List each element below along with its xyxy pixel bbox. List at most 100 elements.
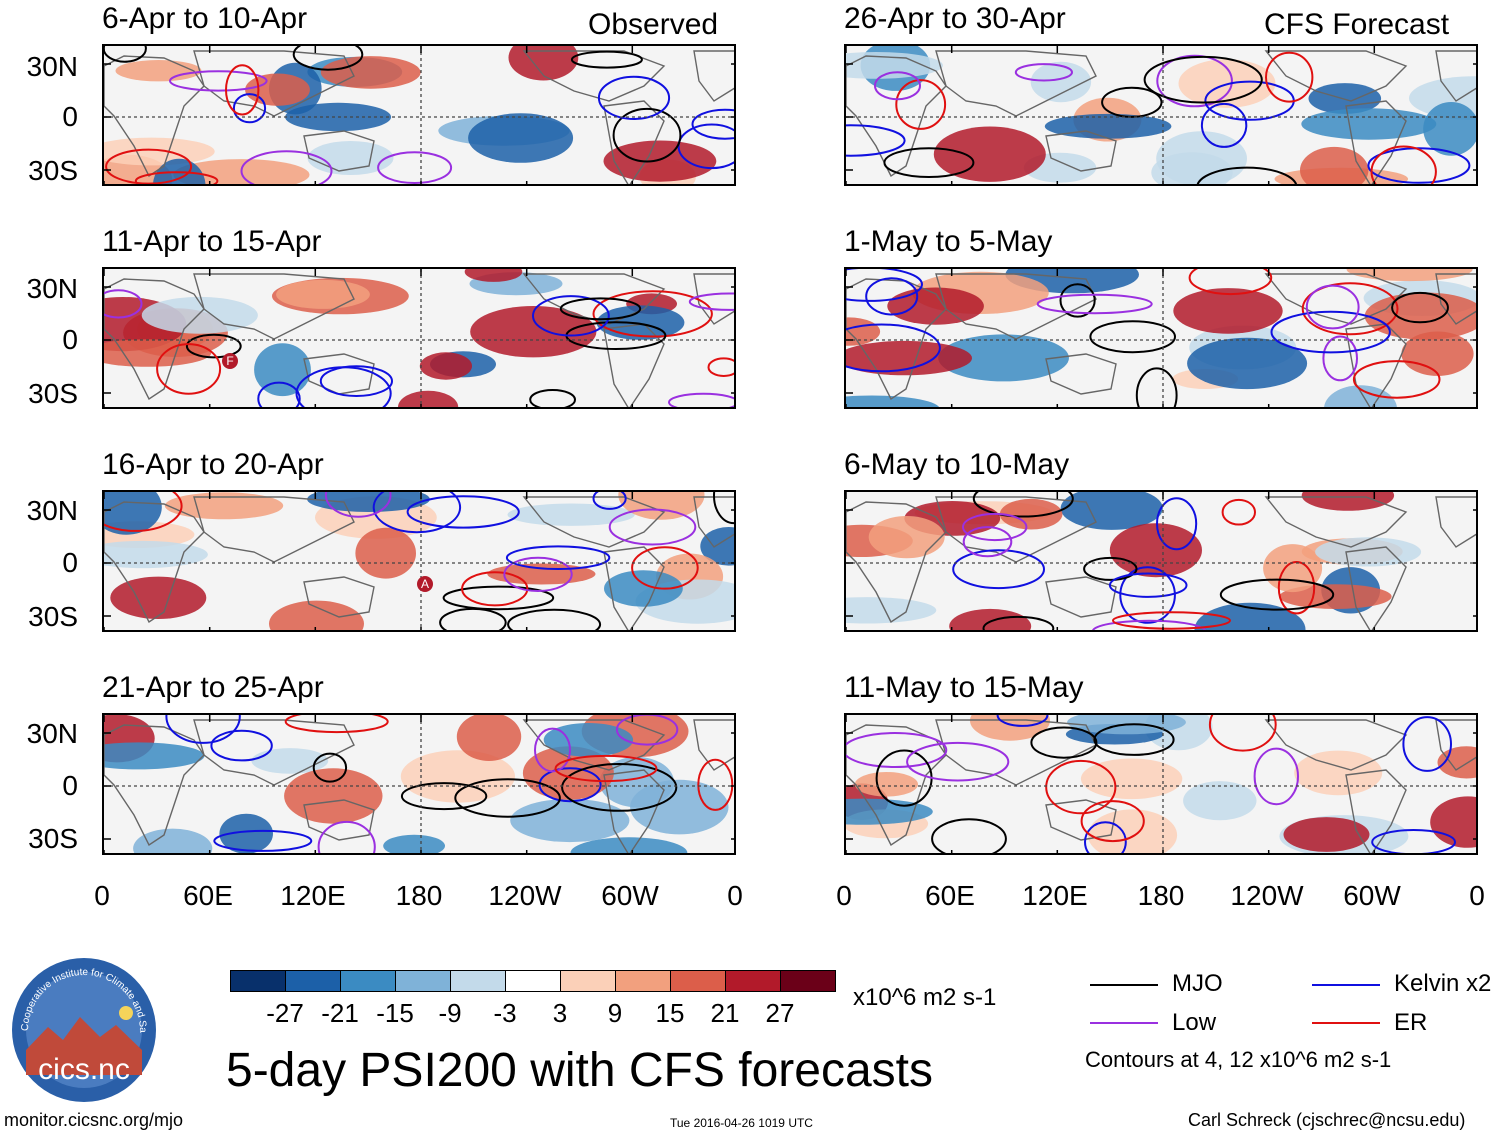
legend-line-mjo [1090,984,1158,986]
anomaly-shading [110,576,207,619]
coastline [935,719,1097,786]
anomaly-shading [245,73,310,106]
legend-line-low [1090,1022,1158,1024]
anomaly-contour [377,151,453,184]
panel-title-5: 26-Apr to 30-Apr [844,2,1066,35]
anomaly-contour [668,392,734,407]
anomaly-shading [104,540,208,569]
lat-label-30n: 30N [26,495,78,526]
colorbar-tick-label: -27 [266,998,304,1028]
anomaly-contour [1253,747,1299,806]
colorbar-swatch [340,970,396,992]
coastline [104,278,205,401]
coastline [693,50,734,102]
anomaly-contour [996,715,1049,727]
panel-title-4: 21-Apr to 25-Apr [102,671,324,704]
anomaly-shading [104,137,215,166]
lon-label: 180 [395,880,443,911]
anomaly-shading [133,828,213,853]
coastline [1045,799,1117,841]
logo-text: cics.nc [38,1053,130,1086]
coastline [1435,719,1476,771]
anomaly-shading [1301,492,1395,511]
anomaly-contour [895,79,947,130]
anomaly-contour [284,715,389,734]
map-panel-observed-1 [102,44,736,186]
anomaly-contour [846,732,948,768]
anomaly-contour [1119,566,1176,624]
anomaly-contour [846,269,923,302]
anomaly-contour [538,767,602,803]
colorbar-units: x10^6 m2 s-1 [853,984,997,1011]
anomaly-contour [1219,578,1335,611]
anomaly-contour [874,71,921,101]
map-panel-forecast-2 [844,267,1478,409]
anomaly-shading [700,527,734,566]
anomaly-contour [317,820,376,853]
coastline [522,496,666,548]
anomaly-contour [400,782,488,811]
anomaly-shading [1283,817,1370,852]
anomaly-contour [1402,716,1453,772]
anomaly-contour [865,277,919,316]
anomaly-shading [846,395,940,407]
anomaly-contour [1156,497,1198,551]
anomaly-contour [1370,145,1437,184]
anomaly-shading [938,334,1069,382]
anomaly-contour [952,549,1046,590]
anomaly-contour [1270,310,1391,354]
anomaly-shading [1294,750,1383,796]
anomaly-contour [225,64,260,116]
coastline [303,130,375,172]
anomaly-contour [1221,498,1256,526]
colorbar-tick-label: 27 [765,998,795,1028]
lat-label-eq: 0 [62,547,78,578]
anomaly-contour [691,108,734,140]
lat-label-30n: 30N [26,51,78,82]
coastline [303,799,375,841]
anomaly-shading [219,813,273,853]
sun-icon [119,1006,133,1020]
colorbar-swatch [285,970,341,992]
anomaly-contour [1084,821,1127,853]
lon-label: 0 [1469,880,1485,911]
anomaly-shading [1183,781,1257,821]
coastline [1435,496,1476,548]
lat-label-30s: 30S [28,823,78,854]
anomaly-contour [707,357,734,377]
anomaly-contour [554,754,658,783]
coastline [104,55,205,178]
anomaly-contour [688,292,734,311]
anomaly-shading [1173,288,1283,334]
anomaly-contour [570,50,643,69]
anomaly-shading [1030,61,1092,103]
anomaly-shading [284,768,383,824]
footer-url: monitor.cicsnc.org/mjo [4,1110,184,1130]
anomaly-contour [906,741,1010,782]
coastline [1345,100,1407,184]
footer-timestamp: Tue 2016-04-26 1019 UTC [670,1116,813,1130]
anomaly-shading [1187,337,1308,390]
anomaly-contour [104,289,143,319]
lat-label-eq: 0 [62,324,78,355]
anomaly-contour [185,333,242,359]
anomaly-contour [406,495,520,529]
panel-title-2: 11-Apr to 15-Apr [102,225,322,258]
legend-label-kelvin: Kelvin x2 [1394,970,1492,997]
map-panel-forecast-1 [844,44,1478,186]
colorbar-tick-label: -15 [376,998,414,1028]
lon-label: 60W [601,880,659,911]
colorbar-swatch [505,970,561,992]
anomaly-shading [949,608,1032,630]
panel-title-1: 6-Apr to 10-Apr [102,2,308,35]
legend-line-er [1312,1022,1380,1024]
anomaly-contour [1143,55,1263,104]
colorbar-tick-label: 15 [655,998,685,1028]
cyclone-marker: F [222,353,238,369]
anomaly-shading [1301,108,1437,140]
coastline [603,769,665,853]
colorbar-swatch [670,970,726,992]
anomaly-contour [1112,611,1231,630]
lon-label: 120W [1230,880,1304,911]
legend-label-er: ER [1394,1009,1428,1036]
